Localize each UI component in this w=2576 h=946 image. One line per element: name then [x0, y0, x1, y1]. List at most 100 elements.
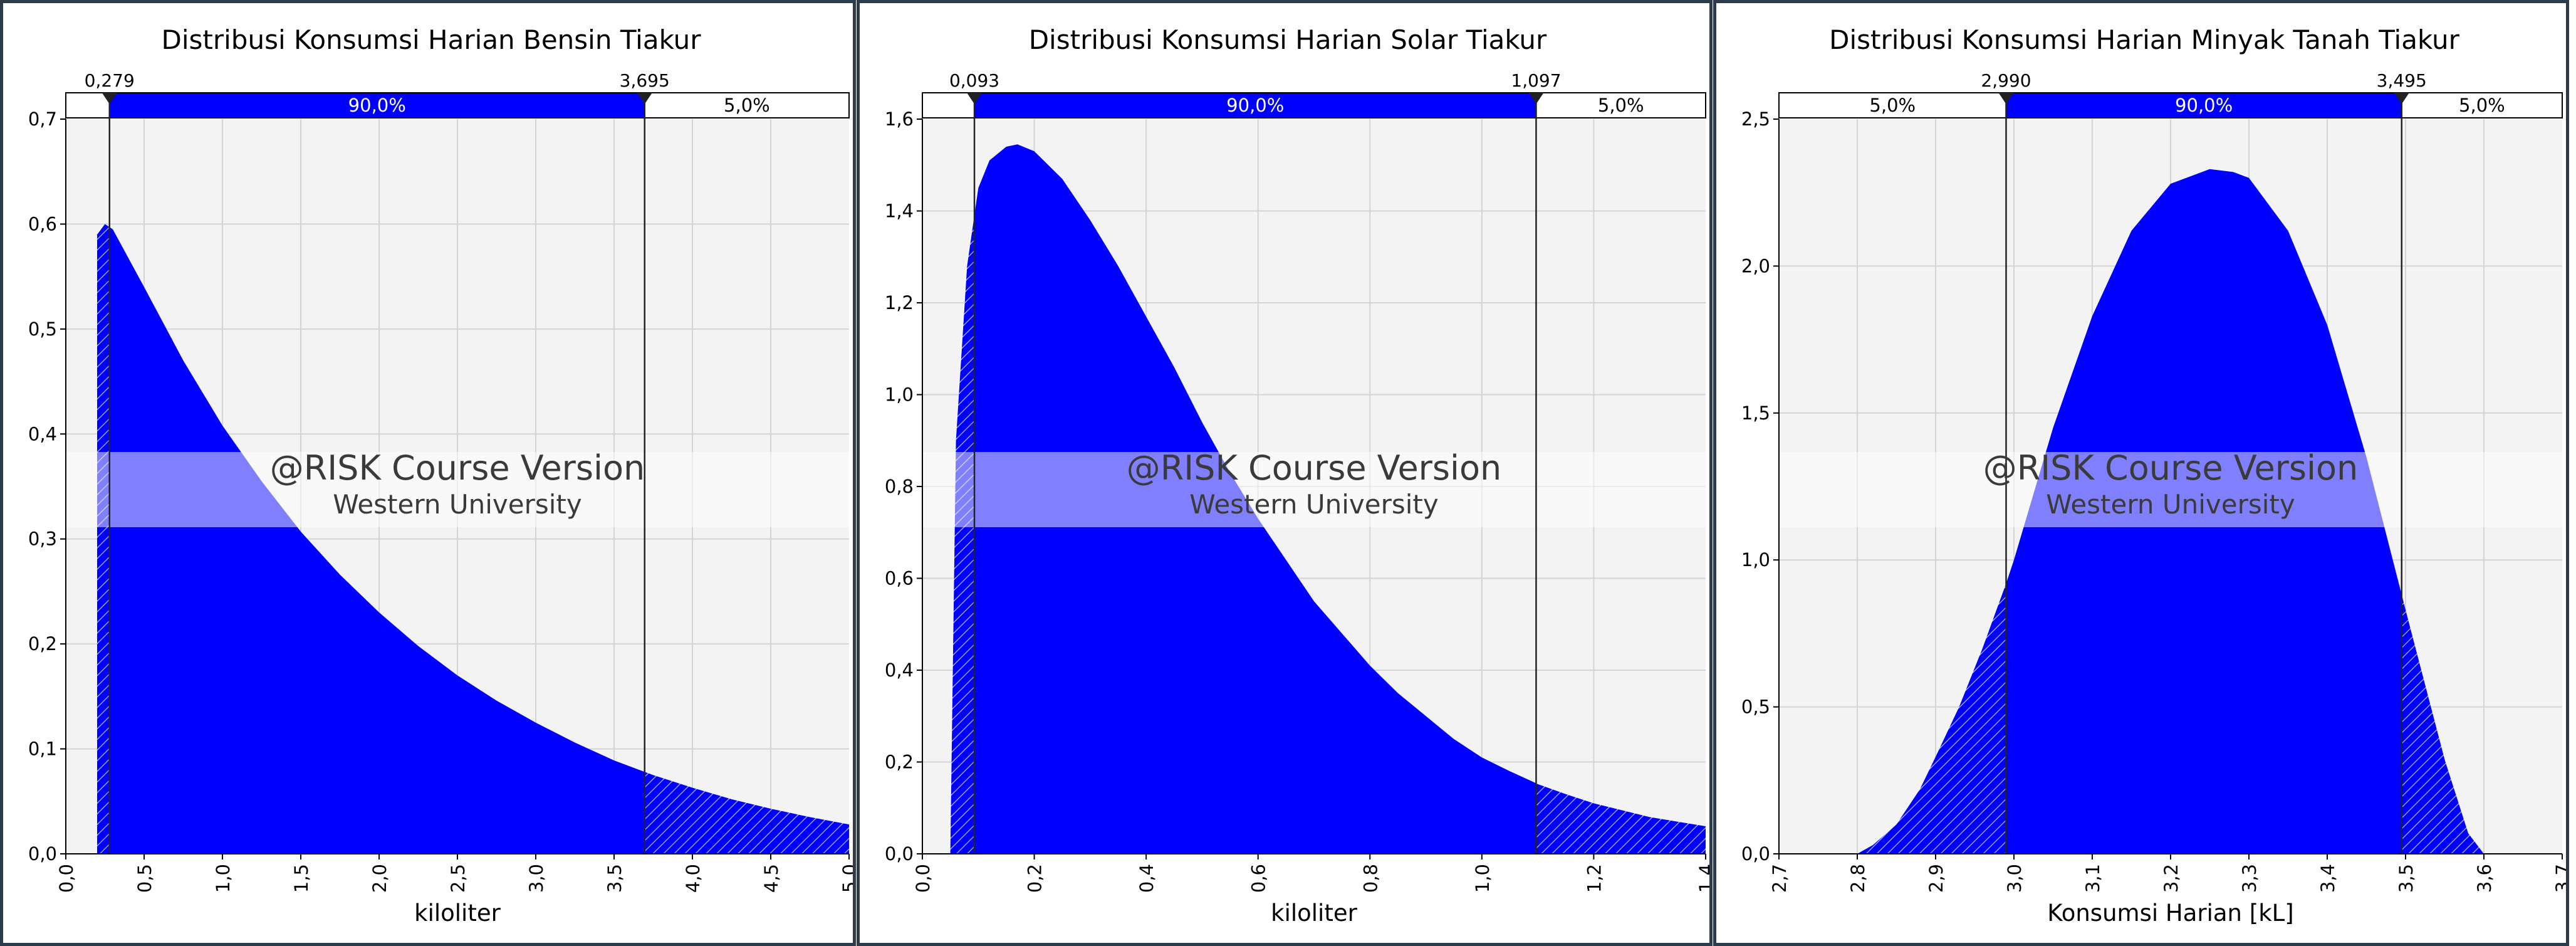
y-tick-label: 0,5	[1741, 696, 1770, 718]
y-tick-label: 0,0	[1741, 843, 1770, 865]
marker-label: 1,097	[1511, 70, 1561, 91]
x-tick-label: 3,6	[2474, 864, 2495, 893]
marker-label: 0,093	[949, 70, 999, 91]
chart-title: Distribusi Konsumsi Harian Bensin Tiakur	[161, 24, 701, 55]
x-tick-label: 3,0	[526, 864, 547, 893]
band-right	[2401, 92, 2563, 118]
marker-triangle-icon	[967, 93, 983, 104]
chart-title: Distribusi Konsumsi Harian Minyak Tanah …	[1829, 24, 2459, 55]
density-area	[97, 224, 849, 854]
watermark-line2: Western University	[2046, 489, 2295, 520]
y-tick-label: 0,0	[885, 843, 914, 865]
x-tick-label: 2,5	[447, 864, 469, 893]
y-tick-label: 0,3	[28, 528, 57, 550]
marker-triangle-icon	[2394, 93, 2409, 104]
x-tick-label: 1,0	[212, 864, 234, 893]
y-tick-label: 2,0	[1741, 255, 1770, 276]
y-tick-label: 2,5	[1741, 108, 1770, 130]
x-tick-label: 0,0	[912, 864, 934, 893]
marker-triangle-icon	[102, 93, 117, 104]
density-right-tail	[2401, 594, 2562, 854]
x-tick-label: 0,6	[1248, 864, 1270, 893]
chart-title: Distribusi Konsumsi Harian Solar Tiakur	[1028, 24, 1547, 55]
band-left	[922, 92, 976, 118]
marker-triangle-icon	[637, 93, 652, 104]
x-tick-label: 2,9	[1926, 864, 1947, 893]
y-tick-label: 0,4	[28, 423, 57, 444]
watermark-line2: Western University	[333, 489, 582, 520]
density-center	[109, 227, 645, 854]
x-tick-label: 1,4	[1696, 864, 1713, 893]
x-tick-label: 5,0	[839, 864, 856, 893]
band-label-right: 5,0%	[2459, 95, 2505, 116]
x-tick-label: 1,0	[1472, 864, 1493, 893]
y-tick-label: 0,6	[28, 213, 57, 234]
x-tick-label: 2,7	[1769, 864, 1790, 893]
density-left-tail	[97, 224, 110, 854]
density-left-tail	[1779, 583, 2006, 854]
y-tick-label: 0,4	[885, 660, 914, 681]
band-label-left: 5,0%	[1869, 95, 1916, 116]
density-left-tail	[950, 215, 975, 854]
marker-label: 0,279	[85, 70, 135, 91]
density-center	[974, 144, 1536, 854]
y-tick-label: 1,5	[1741, 402, 1770, 424]
watermark-line1: @RISK Course Version	[269, 448, 645, 488]
marker-label: 3,495	[2377, 70, 2427, 91]
marker-triangle-icon	[1998, 93, 2014, 104]
density-right-tail	[644, 772, 849, 854]
band-left	[65, 92, 110, 118]
y-tick-label: 1,4	[885, 201, 914, 222]
chart-svg-bensin: 0,0 0,5 1,0 1,5 2,0 2,5 3,0 3,5 4,0 4,5 5,0 0,0 0,1 0…	[28, 70, 856, 893]
band-center	[974, 92, 1537, 118]
x-tick-label: 1,5	[291, 864, 312, 893]
band-label-center: 90,0%	[1226, 95, 1284, 116]
watermark-band	[1779, 452, 2562, 527]
watermark-line1: @RISK Course Version	[1983, 448, 2359, 488]
x-tick-label: 0,5	[134, 864, 155, 893]
band-label-center: 90,0%	[2175, 95, 2233, 116]
y-tick-label: 1,6	[885, 108, 914, 130]
x-tick-label: 3,4	[2317, 864, 2339, 893]
x-tick-label: 3,5	[604, 864, 625, 893]
x-tick-label: 1,2	[1583, 864, 1605, 893]
x-tick-label: 0,8	[1360, 864, 1381, 893]
y-tick-label: 0,2	[28, 633, 57, 654]
x-tick-label: 0,4	[1136, 864, 1157, 893]
x-axis-label: kiloliter	[1271, 900, 1357, 927]
y-tick-label: 0,7	[28, 108, 57, 130]
x-tick-label: 4,5	[761, 864, 782, 893]
marker-label: 2,990	[1981, 70, 2031, 91]
chart-panel-minyak-tanah: Distribusi Konsumsi Harian Minyak Tanah …	[1713, 0, 2569, 946]
x-tick-label: 3,5	[2396, 864, 2417, 893]
chart-panel-bensin: Distribusi Konsumsi Harian Bensin Tiakur…	[0, 0, 856, 946]
marker-label: 3,695	[620, 70, 670, 91]
chart-svg-minyak-tanah: 2,7 2,8 2,9 3,0 3,1 3,2 3,3 3,4 3,5 3,6 3,7 0,0 0,5 1…	[1741, 70, 2566, 893]
y-tick-label: 0,1	[28, 738, 57, 760]
x-tick-label: 0,2	[1025, 864, 1046, 893]
y-tick-label: 1,0	[1741, 549, 1770, 570]
x-axis-label: kiloliter	[414, 900, 501, 927]
band-label-center: 90,0%	[348, 95, 406, 116]
band-right	[1535, 92, 1706, 118]
x-tick-label: 3,3	[2239, 864, 2260, 893]
x-tick-label: 3,0	[2004, 864, 2025, 893]
watermark-band	[922, 452, 1706, 527]
band-label-right: 5,0%	[1598, 95, 1644, 116]
watermark-line2: Western University	[1189, 489, 1439, 520]
y-tick-label: 0,5	[28, 318, 57, 340]
band-label-right: 5,0%	[724, 95, 770, 116]
x-tick-label: 3,1	[2082, 864, 2104, 893]
density-right-tail	[1536, 783, 1706, 854]
y-tick-label: 0,6	[885, 568, 914, 589]
chart-svg-solar: 0,0 0,2 0,4 0,6 0,8 1,0 1,2 1,4 0,0 0,2 0,4 0,6 0,8 1…	[885, 70, 1713, 893]
x-axis-label: Konsumsi Harian [kL]	[2047, 900, 2294, 927]
x-tick-label: 2,0	[369, 864, 390, 893]
density-area	[950, 144, 1706, 854]
y-tick-label: 0,2	[885, 752, 914, 773]
marker-triangle-icon	[1528, 93, 1544, 104]
chart-panel-solar: Distribusi Konsumsi Harian Solar Tiakur …	[857, 0, 1713, 946]
x-tick-label: 2,8	[1847, 864, 1869, 893]
watermark-band	[66, 452, 849, 527]
band-center	[2005, 92, 2402, 118]
